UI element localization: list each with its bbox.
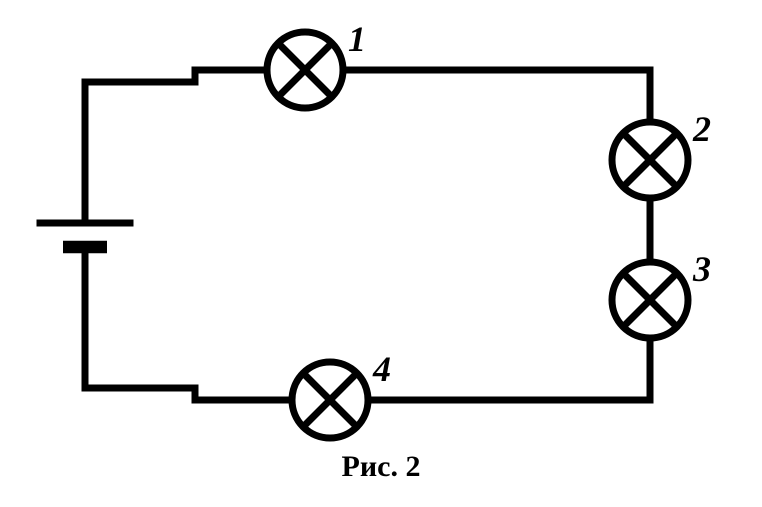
lamp-4-label: 4 [373,348,391,390]
lamp-2 [612,122,688,198]
circuit-diagram [0,0,762,507]
lamp-2-label: 2 [693,108,711,150]
lamp-4 [292,362,368,438]
lamp-1-label: 1 [348,18,366,60]
lamp-1 [267,32,343,108]
figure-caption: Рис. 2 [0,450,762,484]
lamp-3-label: 3 [693,248,711,290]
lamp-3 [612,262,688,338]
